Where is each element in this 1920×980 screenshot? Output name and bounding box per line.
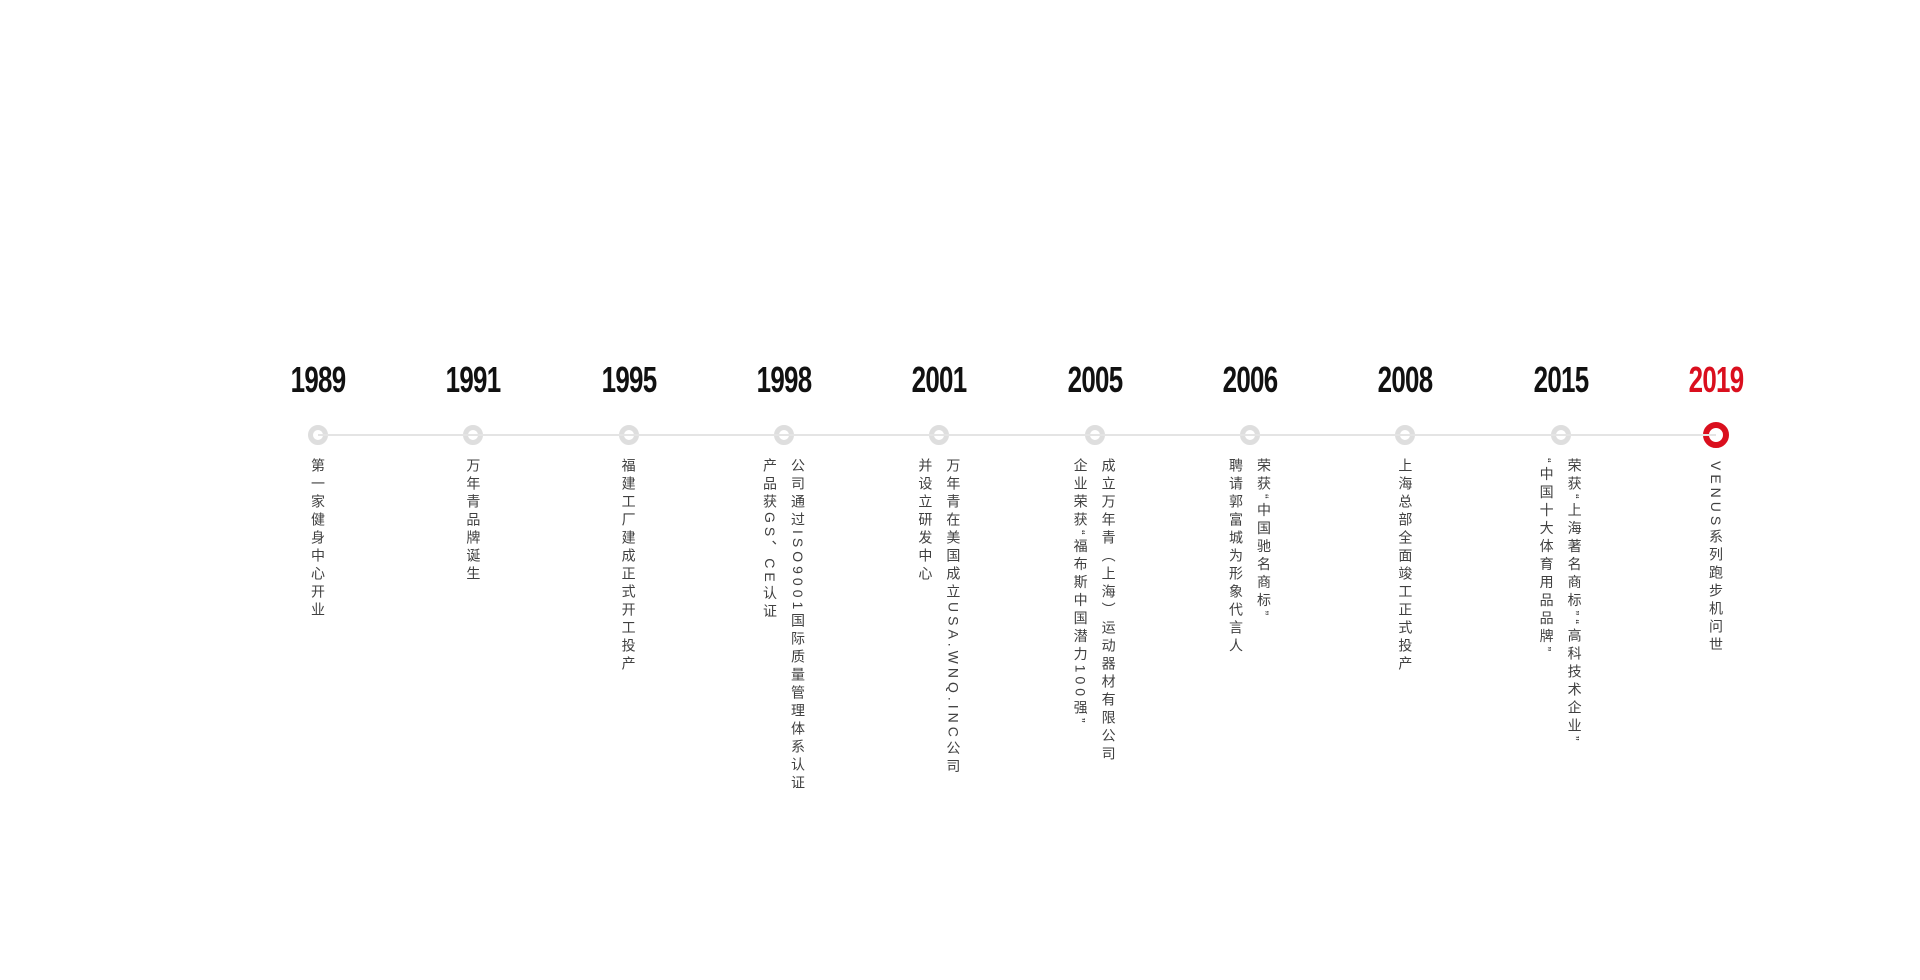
timeline-year: 1991	[435, 352, 511, 408]
timeline-description: 荣获“上海著名商标”“高科技术企业” “中国十大体育用品品牌”	[1533, 458, 1589, 745]
timeline-description: 福建工厂建成正式开工投产	[615, 458, 643, 674]
timeline-description: 荣获“中国驰名商标” 聘请郭富城为形象代言人	[1222, 458, 1278, 656]
timeline-description-line: 上海总部全面竣工正式投产	[1397, 458, 1414, 674]
timeline-year-label: 1989	[290, 359, 347, 400]
timeline-year-label: 2015	[1533, 359, 1589, 400]
timeline-year-label: 2008	[1377, 359, 1434, 400]
timeline-description-line: 荣获“中国驰名商标”	[1256, 458, 1272, 620]
timeline-description-line: 荣获“上海著名商标”“高科技术企业”	[1566, 458, 1583, 745]
timeline-description: 万年青品牌诞生	[459, 458, 487, 584]
timeline-description: 万年青在美国成立USA.WNQ.INC公司 并设立研发中心	[911, 458, 967, 777]
timeline-item: 1991 万年青品牌诞生	[398, 352, 548, 584]
timeline-year-label: 1995	[601, 359, 657, 400]
timeline-year-label: 2019	[1688, 359, 1745, 400]
timeline-description-line: 万年青品牌诞生	[465, 458, 482, 584]
timeline-item: 1995 福建工厂建成正式开工投产	[554, 352, 704, 674]
timeline-year-label: 1998	[756, 359, 813, 400]
timeline-year: 2008	[1367, 352, 1443, 408]
timeline-dot-icon	[1703, 422, 1729, 448]
timeline-axis-line	[318, 434, 1716, 436]
timeline-year: 2019	[1678, 352, 1754, 408]
timeline-year: 2015	[1523, 352, 1599, 408]
timeline-year: 1989	[280, 352, 356, 408]
timeline-year-label: 2005	[1067, 359, 1123, 400]
timeline-description: 上海总部全面竣工正式投产	[1391, 458, 1419, 674]
timeline-description: 公司通过ISO9001国际质量管理体系认证 产品获GS、CE认证	[756, 458, 812, 793]
timeline-description-line: 企业荣获“福布斯中国潜力100强”	[1072, 458, 1089, 727]
timeline-description-line: 并设立研发中心	[917, 458, 934, 584]
timeline-year-label: 1991	[445, 359, 502, 400]
timeline-description: VENUS系列跑步机问世	[1702, 461, 1730, 655]
timeline-description-line: 万年青在美国成立USA.WNQ.INC公司	[945, 458, 962, 777]
timeline-item: 2015 荣获“上海著名商标”“高科技术企业” “中国十大体育用品品牌”	[1486, 352, 1636, 745]
timeline-description: 成立万年青（上海）运动器材有限公司 企业荣获“福布斯中国潜力100强”	[1067, 458, 1123, 764]
timeline-year-label: 2001	[911, 359, 968, 400]
timeline-description-line: 成立万年青（上海）运动器材有限公司	[1100, 458, 1117, 764]
timeline-description-line: 产品获GS、CE认证	[762, 458, 778, 622]
timeline-year: 2001	[901, 352, 977, 408]
timeline-description-line: VENUS系列跑步机问世	[1708, 461, 1724, 656]
timeline-item: 2001 万年青在美国成立USA.WNQ.INC公司 并设立研发中心	[864, 352, 1014, 777]
timeline-description-line: 聘请郭富城为形象代言人	[1228, 458, 1244, 656]
timeline-year: 2006	[1212, 352, 1288, 408]
timeline-item: 2019 VENUS系列跑步机问世	[1641, 352, 1791, 655]
timeline-item: 2005 成立万年青（上海）运动器材有限公司 企业荣获“福布斯中国潜力100强”	[1020, 352, 1170, 764]
timeline-description: 第一家健身中心开业	[304, 458, 332, 620]
timeline-description-line: 第一家健身中心开业	[310, 458, 326, 620]
timeline-year: 1995	[591, 352, 667, 408]
timeline-item: 1989 第一家健身中心开业	[243, 352, 393, 620]
timeline-description-line: 福建工厂建成正式开工投产	[620, 458, 637, 674]
timeline-year: 1998	[746, 352, 822, 408]
timeline-item: 2008 上海总部全面竣工正式投产	[1330, 352, 1480, 674]
company-history-timeline: 1989 第一家健身中心开业 1991 万年青品牌诞生 1995 福建工厂建成正…	[0, 352, 1920, 912]
timeline-description-line: 公司通过ISO9001国际质量管理体系认证	[790, 458, 806, 794]
timeline-description-line: “中国十大体育用品品牌”	[1538, 458, 1555, 656]
timeline-item: 2006 荣获“中国驰名商标” 聘请郭富城为形象代言人	[1175, 352, 1325, 656]
timeline-item: 1998 公司通过ISO9001国际质量管理体系认证 产品获GS、CE认证	[709, 352, 859, 793]
timeline-year: 2005	[1057, 352, 1133, 408]
timeline-year-label: 2006	[1222, 359, 1279, 400]
